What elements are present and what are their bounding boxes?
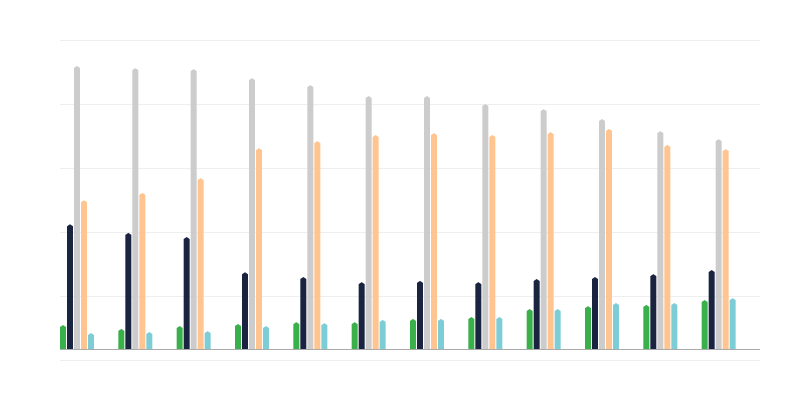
bar-series-3-11 <box>657 131 664 349</box>
bar-series-5-2 <box>146 332 153 349</box>
bar-series-4-2 <box>139 192 146 349</box>
bar-series-5-8 <box>496 317 503 349</box>
bar-series-1-4 <box>235 324 241 349</box>
bar-series-5-12 <box>729 298 736 349</box>
bar-series-5-5 <box>321 323 328 349</box>
bar-series-1-7 <box>410 318 416 349</box>
bar-series-4-7 <box>431 133 437 349</box>
bar-series-5-11 <box>671 302 678 349</box>
bar-series-1-9 <box>526 309 533 349</box>
bar-series-2-1 <box>67 224 73 349</box>
bar-series-5-10 <box>613 302 619 349</box>
bar-series-3-10 <box>599 119 605 350</box>
bar-series-1-1 <box>60 325 66 349</box>
bar-series-2-3 <box>183 237 190 349</box>
bar-series-3-1 <box>74 65 80 349</box>
bar-series-4-8 <box>489 135 496 349</box>
bar-series-4-11 <box>664 144 671 349</box>
bar-series-5-6 <box>379 319 386 349</box>
bar-series-3-8 <box>482 103 489 349</box>
bar-series-4-10 <box>606 128 612 349</box>
bar-series-4-4 <box>256 148 262 349</box>
bar-series-2-5 <box>300 277 307 349</box>
bar-series-5-3 <box>204 331 211 349</box>
bar-series-3-7 <box>424 95 430 349</box>
bar-series-1-6 <box>351 322 358 349</box>
bar-series-3-2 <box>132 68 139 349</box>
bar-series-3-3 <box>190 69 197 349</box>
bar-series-1-8 <box>468 317 475 349</box>
bar-series-2-4 <box>242 272 248 349</box>
bar-series-2-11 <box>650 274 657 349</box>
bar-series-4-12 <box>722 149 729 349</box>
bar-series-2-6 <box>358 282 365 349</box>
bar-series-3-12 <box>715 139 722 349</box>
bar-series-4-5 <box>314 141 321 349</box>
bar-series-5-9 <box>554 309 561 349</box>
bar-series-4-1 <box>81 200 87 349</box>
bar-series-2-2 <box>125 232 132 349</box>
bar-series-1-11 <box>643 304 650 349</box>
bar-series-4-3 <box>197 178 204 349</box>
bar-series-5-4 <box>263 325 269 349</box>
bar-series-2-12 <box>708 269 715 349</box>
bar-series-4-9 <box>547 132 554 349</box>
bar-series-2-10 <box>592 277 598 349</box>
bar-series-3-9 <box>540 109 547 349</box>
bar-series-3-6 <box>365 95 372 349</box>
bar-series-1-2 <box>118 328 125 349</box>
bar-series-1-12 <box>701 300 708 349</box>
bar-series-3-5 <box>307 85 314 350</box>
bar-series-5-1 <box>88 333 94 349</box>
bar-series-2-9 <box>533 278 540 349</box>
bar-series-1-5 <box>293 322 300 349</box>
bar-series-2-8 <box>475 282 482 349</box>
bar-series-1-3 <box>176 325 183 349</box>
bar-series-4-6 <box>372 135 379 349</box>
bar-series-2-7 <box>417 280 423 349</box>
bar-series-1-10 <box>585 306 591 349</box>
bar-series-3-4 <box>249 78 255 349</box>
bar-series-5-7 <box>438 318 444 349</box>
